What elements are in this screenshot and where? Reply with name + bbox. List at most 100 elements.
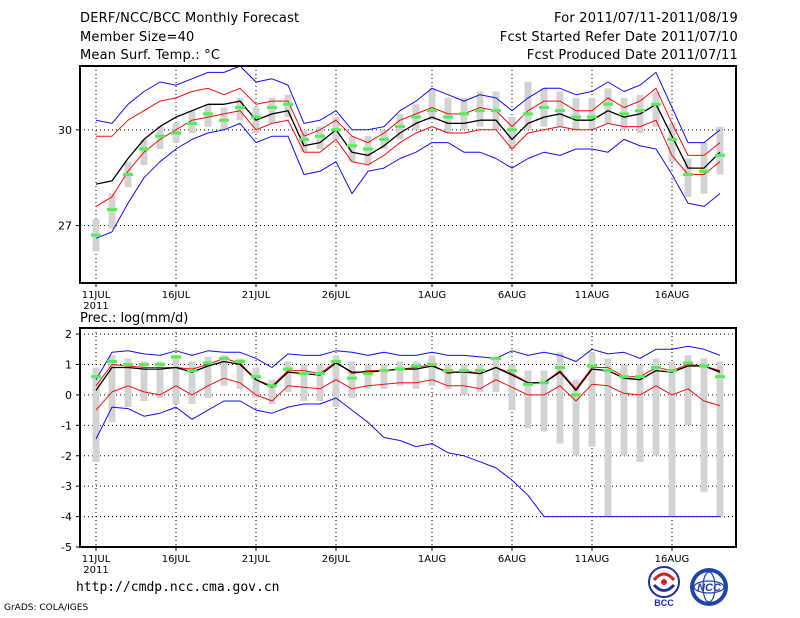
prec-y-tick-label: -4 xyxy=(61,511,72,524)
temp-observation-marker xyxy=(171,131,181,135)
prec-observation-marker xyxy=(603,369,613,373)
prec-spread-bar xyxy=(684,355,692,426)
prec-ensemble-mean-line xyxy=(95,360,721,392)
footer-url[interactable]: http://cmdp.ncc.cma.gov.cn xyxy=(76,580,280,595)
temp-observation-marker xyxy=(459,112,469,116)
temp-x-tick-label: 16AUG xyxy=(655,290,690,301)
temp-y-tick-label: 27 xyxy=(58,220,72,233)
prec-spread-bar xyxy=(556,352,564,444)
prec-observation-marker xyxy=(91,375,101,379)
prec-spread-bar xyxy=(396,361,404,386)
prec-observation-marker xyxy=(219,356,229,360)
temp-observation-marker xyxy=(635,109,645,113)
prec-y-tick-label: -1 xyxy=(61,419,72,432)
temp-observation-marker xyxy=(443,115,453,119)
temp-observation-marker xyxy=(587,115,597,119)
temp-x-tick-label: 6AUG xyxy=(498,290,526,301)
prec-observation-marker xyxy=(251,375,261,379)
prec-observation-marker xyxy=(587,364,597,368)
prec-y-tick-label: 1 xyxy=(65,359,72,372)
prec-spread-bar xyxy=(252,367,260,398)
temp-spread-bar xyxy=(684,158,692,197)
prec-observation-marker xyxy=(667,369,677,373)
prec-observation-marker xyxy=(315,372,325,376)
prec-observation-marker xyxy=(619,375,629,379)
prec-spread-bar xyxy=(540,370,548,432)
prec-spread-bar xyxy=(444,364,452,389)
temp-observation-marker xyxy=(139,147,149,151)
member-size-label: Member Size=40 xyxy=(80,30,195,45)
prec-year-label: 2011 xyxy=(83,565,108,576)
prec-y-tick-label: -3 xyxy=(61,480,72,493)
temp-observation-marker xyxy=(619,112,629,116)
prec-spread-bar xyxy=(268,379,276,405)
prec-spread-bar xyxy=(156,361,164,398)
started-refer-label: Fcst Started Refer Date 2011/07/10 xyxy=(499,30,738,45)
ncc-logo-text: NCC xyxy=(697,582,722,594)
temp-spread-bar xyxy=(668,123,676,162)
temp-x-tick-label: 26JUL xyxy=(322,290,351,301)
prec-min-line xyxy=(95,397,720,518)
temp-spread-bar xyxy=(316,126,324,149)
temp-spread-bar xyxy=(476,91,484,127)
ncc-logo: NCC xyxy=(690,568,728,606)
prec-x-tick-label: 1AUG xyxy=(418,554,446,565)
prec-spread-bar xyxy=(364,364,372,389)
prec-observation-marker xyxy=(331,359,341,363)
prec-observation-marker xyxy=(299,372,309,376)
temp-observation-marker xyxy=(715,153,725,157)
temp-spread-bar xyxy=(300,129,308,153)
temp-observation-marker xyxy=(427,109,437,113)
temp-x-tick-label: 11AUG xyxy=(575,290,610,301)
temp-observation-marker xyxy=(395,125,405,129)
temp-spread-bar xyxy=(428,88,436,121)
temp-observation-marker xyxy=(91,233,101,237)
prec-spread-bar xyxy=(476,364,484,392)
precip-panel-title: Prec.: log(mm/d) xyxy=(80,311,188,326)
prec-spread-bar xyxy=(428,355,436,386)
prec-lower-percentile-line xyxy=(95,377,721,411)
temp-spread-bar xyxy=(268,97,276,124)
prec-observation-marker xyxy=(699,364,709,368)
temp-observation-marker xyxy=(331,128,341,132)
prec-spread-bar xyxy=(204,356,212,398)
temp-spread-bar xyxy=(652,91,660,127)
prec-observation-marker xyxy=(363,372,373,376)
prec-y-tick-label: -5 xyxy=(61,541,72,554)
temp-spread-bar xyxy=(572,97,580,130)
prec-observation-marker xyxy=(651,366,661,370)
prec-observation-marker xyxy=(475,369,485,373)
temp-spread-bar xyxy=(204,104,212,127)
temp-observation-marker xyxy=(283,102,293,106)
prec-plot-frame xyxy=(79,327,737,548)
temp-spread-bar xyxy=(284,94,292,118)
temp-max-line xyxy=(95,65,721,144)
prec-spread-bar xyxy=(92,367,100,462)
prec-observation-marker xyxy=(683,361,693,365)
prec-spread-bar xyxy=(236,358,244,389)
temp-spread-bar xyxy=(524,81,532,130)
temp-observation-marker xyxy=(379,137,389,141)
prec-spread-bar xyxy=(492,358,500,392)
temp-panel: 27 30 11JUL 16JUL 21JUL 26JUL 1AUG 6AUG 11AUG 16A… xyxy=(58,65,737,312)
prec-y-tick-label: 2 xyxy=(65,328,72,341)
prec-observation-marker xyxy=(283,367,293,371)
prec-spread-bar xyxy=(668,361,676,517)
prec-upper-percentile-line xyxy=(95,357,721,390)
prec-observation-marker xyxy=(171,355,181,359)
prec-x-tick-label: 6AUG xyxy=(498,554,526,565)
prec-spread-bar xyxy=(412,361,420,389)
prec-spread-bar xyxy=(524,370,532,429)
temp-spread-bar xyxy=(156,126,164,149)
temp-lower-percentile-line xyxy=(95,110,721,207)
temp-spread-bar xyxy=(444,97,452,134)
prec-spread-bar xyxy=(332,355,340,408)
prec-observation-marker xyxy=(523,382,533,386)
temp-min-line xyxy=(95,122,721,239)
prec-spread-bar xyxy=(716,361,724,517)
prec-observation-marker xyxy=(139,363,149,366)
prec-spread-bar xyxy=(636,364,644,462)
temp-observation-marker xyxy=(555,109,565,113)
prec-spread-bar xyxy=(572,379,580,456)
temp-observation-marker xyxy=(699,169,709,173)
